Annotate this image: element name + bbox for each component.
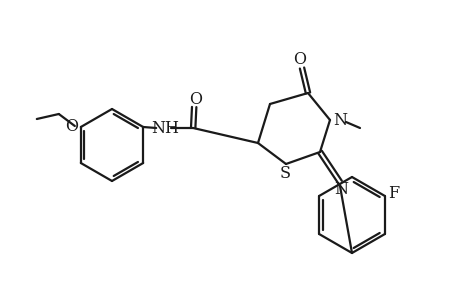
Text: F: F: [387, 185, 398, 203]
Text: O: O: [65, 118, 78, 134]
Text: S: S: [279, 164, 290, 182]
Text: O: O: [293, 50, 306, 68]
Text: N: N: [333, 182, 347, 199]
Text: NH: NH: [151, 119, 179, 136]
Text: N: N: [332, 112, 346, 128]
Text: O: O: [188, 91, 201, 107]
